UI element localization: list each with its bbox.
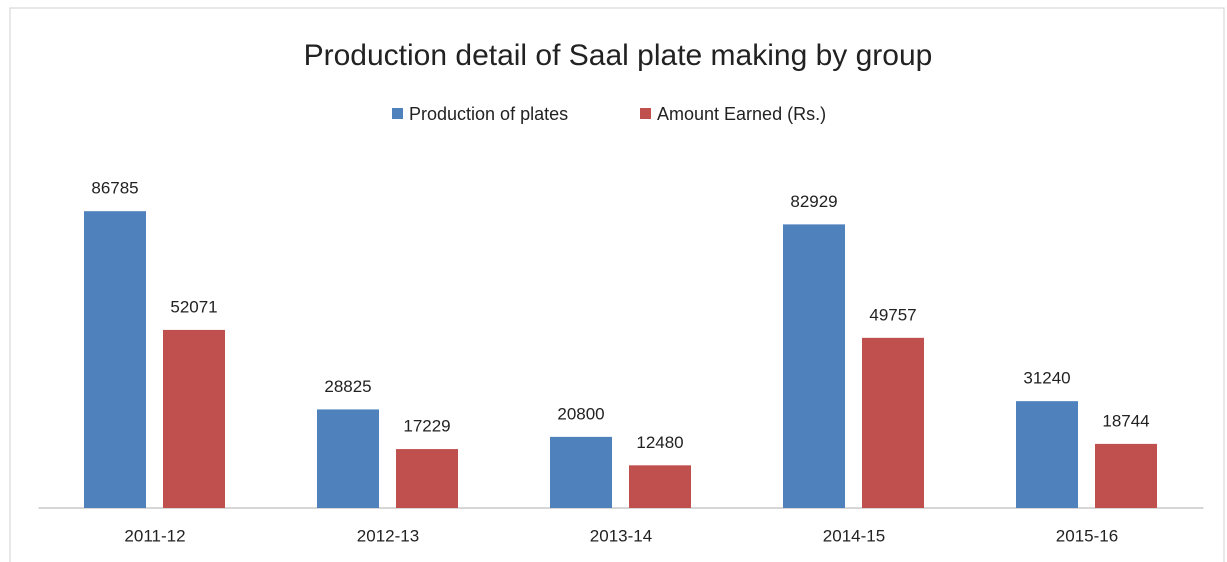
- legend-swatch: [392, 108, 403, 119]
- legend-label: Amount Earned (Rs.): [657, 104, 826, 124]
- bar: [396, 449, 458, 508]
- bar: [1095, 443, 1157, 508]
- value-label: 20800: [557, 404, 604, 423]
- x-tick-label: 2011-12: [124, 526, 185, 545]
- bar: [1016, 401, 1078, 508]
- bar: [550, 436, 612, 508]
- x-tick-label: 2014-15: [823, 526, 885, 545]
- value-label: 31240: [1023, 369, 1070, 388]
- value-label: 86785: [91, 179, 138, 198]
- x-tick-label: 2012-13: [357, 526, 419, 545]
- bar: [783, 224, 845, 508]
- value-label: 82929: [790, 192, 837, 211]
- value-label: 49757: [869, 305, 916, 324]
- legend-label: Production of plates: [409, 104, 568, 124]
- bar: [862, 337, 924, 508]
- value-label: 52071: [170, 297, 217, 316]
- bar: [629, 465, 691, 508]
- bar: [163, 329, 225, 508]
- bar: [317, 409, 379, 508]
- value-label: 17229: [403, 417, 450, 436]
- bar: [84, 211, 146, 508]
- x-tick-label: 2015-16: [1056, 526, 1118, 545]
- legend-swatch: [640, 108, 651, 119]
- value-label: 12480: [636, 433, 683, 452]
- value-label: 28825: [324, 377, 371, 396]
- chart-title: Production detail of Saal plate making b…: [304, 39, 933, 72]
- value-label: 18744: [1102, 411, 1149, 430]
- x-tick-label: 2013-14: [590, 526, 652, 545]
